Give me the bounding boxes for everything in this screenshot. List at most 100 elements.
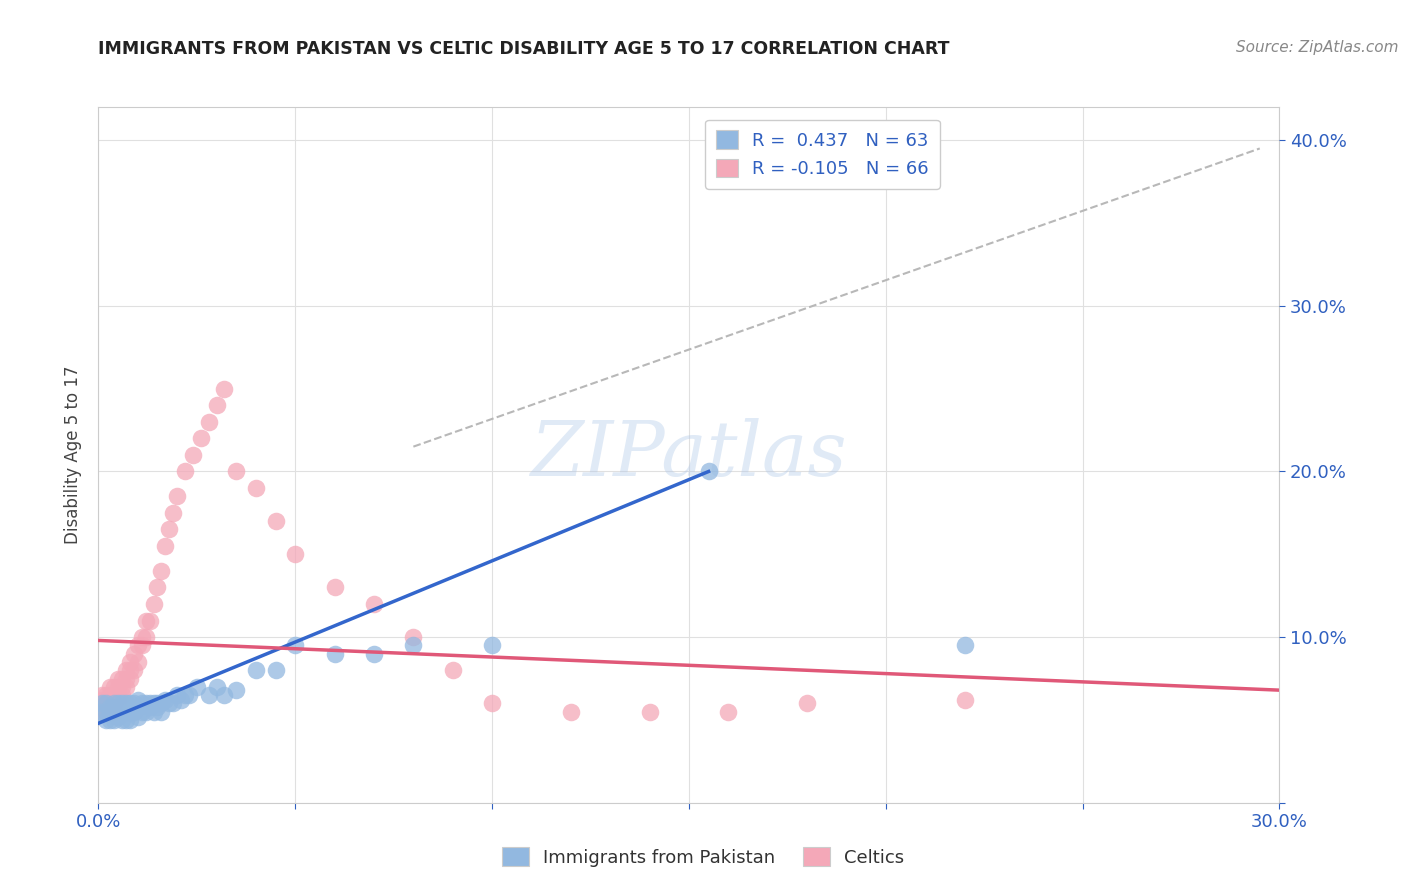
- Point: [103, 713, 125, 727]
- Point: [91, 697, 114, 711]
- Point: [138, 614, 160, 628]
- Point: [142, 697, 165, 711]
- Point: [111, 713, 134, 727]
- Point: [111, 688, 134, 702]
- Point: [170, 693, 193, 707]
- Point: [162, 506, 184, 520]
- Point: [638, 705, 661, 719]
- Point: [155, 693, 177, 707]
- Point: [214, 688, 236, 702]
- Point: [150, 697, 173, 711]
- Point: [205, 398, 228, 412]
- Point: [107, 697, 129, 711]
- Point: [131, 639, 153, 653]
- Point: [264, 514, 287, 528]
- Point: [103, 705, 125, 719]
- Point: [98, 713, 121, 727]
- Point: [225, 465, 247, 479]
- Text: ZIPatlas: ZIPatlas: [530, 418, 848, 491]
- Point: [284, 547, 307, 561]
- Text: Source: ZipAtlas.com: Source: ZipAtlas.com: [1236, 40, 1399, 55]
- Point: [127, 709, 149, 723]
- Point: [96, 699, 118, 714]
- Point: [91, 688, 114, 702]
- Point: [481, 697, 503, 711]
- Point: [107, 709, 129, 723]
- Point: [953, 639, 976, 653]
- Point: [323, 581, 346, 595]
- Point: [98, 699, 121, 714]
- Text: IMMIGRANTS FROM PAKISTAN VS CELTIC DISABILITY AGE 5 TO 17 CORRELATION CHART: IMMIGRANTS FROM PAKISTAN VS CELTIC DISAB…: [98, 40, 950, 58]
- Point: [115, 663, 138, 677]
- Point: [127, 639, 149, 653]
- Point: [111, 697, 134, 711]
- Point: [96, 713, 118, 727]
- Y-axis label: Disability Age 5 to 17: Disability Age 5 to 17: [65, 366, 83, 544]
- Point: [107, 680, 129, 694]
- Point: [118, 663, 141, 677]
- Point: [103, 705, 125, 719]
- Point: [127, 655, 149, 669]
- Point: [162, 697, 184, 711]
- Point: [245, 663, 267, 677]
- Point: [174, 688, 197, 702]
- Point: [363, 597, 385, 611]
- Point: [96, 705, 118, 719]
- Point: [135, 705, 157, 719]
- Point: [135, 630, 157, 644]
- Point: [98, 697, 121, 711]
- Point: [197, 415, 219, 429]
- Point: [91, 705, 114, 719]
- Point: [111, 672, 134, 686]
- Point: [131, 697, 153, 711]
- Point: [323, 647, 346, 661]
- Point: [107, 699, 129, 714]
- Point: [98, 688, 121, 702]
- Point: [98, 705, 121, 719]
- Point: [96, 688, 118, 702]
- Point: [122, 697, 145, 711]
- Point: [91, 697, 114, 711]
- Point: [122, 663, 145, 677]
- Point: [402, 639, 425, 653]
- Point: [107, 697, 129, 711]
- Point: [98, 680, 121, 694]
- Point: [157, 697, 180, 711]
- Point: [186, 680, 208, 694]
- Point: [103, 697, 125, 711]
- Point: [441, 663, 464, 677]
- Point: [96, 705, 118, 719]
- Point: [197, 688, 219, 702]
- Point: [127, 693, 149, 707]
- Point: [284, 639, 307, 653]
- Point: [177, 688, 200, 702]
- Point: [131, 705, 153, 719]
- Point: [142, 597, 165, 611]
- Point: [122, 705, 145, 719]
- Point: [131, 630, 153, 644]
- Point: [481, 639, 503, 653]
- Point: [135, 614, 157, 628]
- Point: [118, 672, 141, 686]
- Point: [103, 688, 125, 702]
- Point: [225, 683, 247, 698]
- Point: [264, 663, 287, 677]
- Point: [118, 697, 141, 711]
- Point: [118, 705, 141, 719]
- Point: [138, 699, 160, 714]
- Point: [122, 647, 145, 661]
- Point: [107, 688, 129, 702]
- Point: [181, 448, 204, 462]
- Point: [96, 697, 118, 711]
- Point: [111, 680, 134, 694]
- Point: [146, 581, 169, 595]
- Point: [155, 539, 177, 553]
- Point: [363, 647, 385, 661]
- Point: [96, 693, 118, 707]
- Point: [560, 705, 582, 719]
- Point: [402, 630, 425, 644]
- Point: [796, 697, 818, 711]
- Legend: Immigrants from Pakistan, Celtics: Immigrants from Pakistan, Celtics: [495, 840, 911, 874]
- Point: [115, 672, 138, 686]
- Point: [115, 705, 138, 719]
